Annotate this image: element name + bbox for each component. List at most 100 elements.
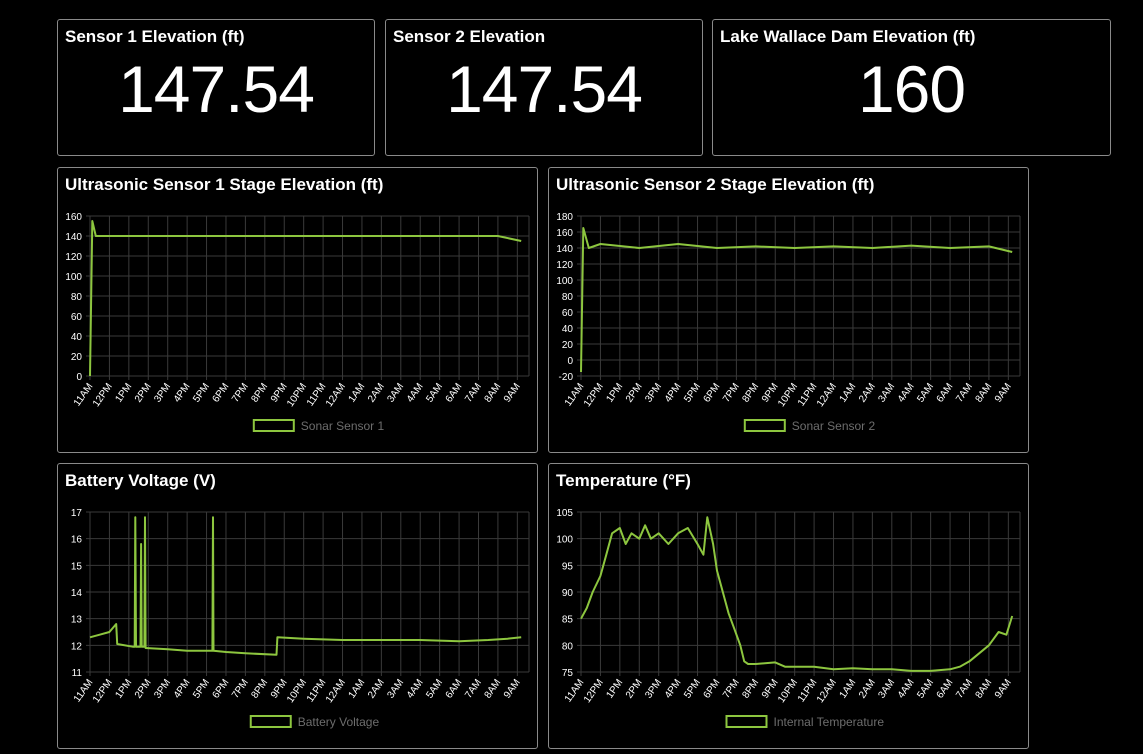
legend-label: Sonar Sensor 2 xyxy=(792,419,876,433)
x-tick-label: 6AM xyxy=(444,381,465,404)
x-tick-label: 7AM xyxy=(463,381,484,404)
x-tick-label: 3PM xyxy=(643,381,664,404)
x-tick-label: 7AM xyxy=(954,677,975,700)
x-tick-label: 5AM xyxy=(424,381,445,404)
chart-panel-temperature: Temperature (°F) 75 80 85 90 95 100 105 11AM 12P… xyxy=(548,463,1029,749)
x-tick-label: 4AM xyxy=(896,381,917,404)
legend-swatch xyxy=(252,419,295,432)
y-tick-label: 140 xyxy=(556,244,573,255)
y-tick-label: 16 xyxy=(71,535,83,546)
x-tick-label: 12AM xyxy=(324,677,348,705)
x-tick-label: 2PM xyxy=(624,381,645,404)
y-tick-label: 11 xyxy=(72,668,83,679)
x-tick-label: 1AM xyxy=(347,381,368,404)
y-tick-label: 20 xyxy=(71,352,83,363)
x-tick-label: 8PM xyxy=(740,677,761,700)
x-tick-label: 8PM xyxy=(249,381,270,404)
x-tick-label: 8AM xyxy=(974,381,995,404)
y-tick-label: 80 xyxy=(562,641,574,652)
x-tick-label: 1AM xyxy=(347,677,368,700)
legend-swatch xyxy=(743,419,786,432)
y-tick-label: 180 xyxy=(556,212,573,223)
x-tick-label: 9AM xyxy=(502,677,523,700)
chart-sensor-1: 02040608010012014016011AM12PM1PM2PM3PM4P… xyxy=(65,212,530,433)
stat-panel-sensor-2: Sensor 2 Elevation 147.54 xyxy=(385,19,703,156)
stat-panel-sensor-1: Sensor 1 Elevation (ft) 147.54 xyxy=(57,19,375,156)
x-tick-label: 4AM xyxy=(405,677,426,700)
y-tick-label: 100 xyxy=(556,535,573,546)
y-tick-label: 120 xyxy=(556,260,573,271)
x-tick-label: 7PM xyxy=(721,381,742,404)
stat-title: Lake Wallace Dam Elevation (ft) xyxy=(720,27,976,46)
y-tick-label: 105 xyxy=(556,508,573,519)
x-tick-label: 12PM xyxy=(582,381,606,409)
chart-title: Ultrasonic Sensor 2 Stage Elevation (ft) xyxy=(556,175,875,194)
x-tick-label: 10PM xyxy=(776,677,800,705)
x-tick-label: 5AM xyxy=(424,677,445,700)
x-tick-label: 1PM xyxy=(605,381,626,404)
y-tick-label: 90 xyxy=(562,588,574,599)
x-tick-label: 12AM xyxy=(815,381,839,409)
chart-title: Temperature (°F) xyxy=(556,471,691,490)
y-tick-label: 95 xyxy=(562,561,574,572)
stat-panel-dam-elevation: Lake Wallace Dam Elevation (ft) 160 xyxy=(712,19,1111,156)
x-tick-label: 6AM xyxy=(935,381,956,404)
x-tick-label: 9AM xyxy=(993,677,1014,700)
x-tick-label: 12AM xyxy=(324,381,348,409)
x-tick-label: 10PM xyxy=(285,381,309,409)
x-tick-label: 6AM xyxy=(935,677,956,700)
legend-swatch xyxy=(725,715,768,728)
x-tick-label: 10PM xyxy=(776,381,800,409)
chart-title: Battery Voltage (V) xyxy=(65,471,216,490)
x-tick-label: 3PM xyxy=(152,381,173,404)
chart-temperature: 758085909510010511AM12PM1PM2PM3PM4PM5PM6… xyxy=(556,508,1021,729)
x-tick-label: 4PM xyxy=(172,677,193,700)
stat-value: 147.54 xyxy=(118,52,315,126)
x-tick-label: 1PM xyxy=(114,677,135,700)
y-tick-label: 15 xyxy=(71,561,83,572)
x-tick-label: 3AM xyxy=(876,677,897,700)
y-tick-label: 17 xyxy=(71,508,83,519)
y-tick-label: 40 xyxy=(71,332,83,343)
y-tick-label: 100 xyxy=(65,272,82,283)
y-tick-label: 0 xyxy=(567,356,573,367)
x-tick-label: 8PM xyxy=(249,677,270,700)
stat-value: 160 xyxy=(857,52,966,126)
x-tick-label: 6AM xyxy=(444,677,465,700)
legend-label: Internal Temperature xyxy=(774,715,885,729)
chart-sensor-2: -2002040608010012014016018011AM12PM1PM2P… xyxy=(556,212,1021,433)
x-tick-label: 8AM xyxy=(974,677,995,700)
x-tick-label: 3AM xyxy=(385,677,406,700)
x-tick-label: 2AM xyxy=(366,677,387,700)
x-tick-label: 4AM xyxy=(896,677,917,700)
chart-panel-sensor-1: Ultrasonic Sensor 1 Stage Elevation (ft)… xyxy=(57,167,538,453)
x-tick-label: 5PM xyxy=(191,381,212,404)
x-tick-label: 4PM xyxy=(172,381,193,404)
series-line xyxy=(580,227,1013,373)
series-line xyxy=(89,516,522,656)
x-tick-label: 1PM xyxy=(605,677,626,700)
chart-title: Ultrasonic Sensor 1 Stage Elevation (ft) xyxy=(65,175,384,194)
x-tick-label: 2AM xyxy=(857,677,878,700)
y-tick-label: 20 xyxy=(562,340,574,351)
x-tick-label: 6PM xyxy=(702,381,723,404)
x-tick-label: 3PM xyxy=(643,677,664,700)
x-tick-label: 8PM xyxy=(740,381,761,404)
stat-title: Sensor 1 Elevation (ft) xyxy=(65,27,245,46)
x-tick-label: 12AM xyxy=(815,677,839,705)
x-tick-label: 3AM xyxy=(385,381,406,404)
x-tick-label: 7PM xyxy=(721,677,742,700)
x-tick-label: 4PM xyxy=(663,677,684,700)
x-tick-label: 12PM xyxy=(91,381,115,409)
y-tick-label: 80 xyxy=(71,292,83,303)
series-line xyxy=(580,516,1014,672)
legend-label: Battery Voltage xyxy=(298,715,380,729)
x-tick-label: 8AM xyxy=(483,381,504,404)
x-tick-label: 6PM xyxy=(211,677,232,700)
chart-panel-battery: Battery Voltage (V) 11 12 13 14 15 16 17 11AM 12… xyxy=(57,463,538,749)
x-tick-label: 1AM xyxy=(838,677,859,700)
x-tick-label: 5PM xyxy=(682,381,703,404)
x-tick-label: 1PM xyxy=(114,381,135,404)
x-tick-label: 7AM xyxy=(463,677,484,700)
x-tick-label: 2PM xyxy=(624,677,645,700)
